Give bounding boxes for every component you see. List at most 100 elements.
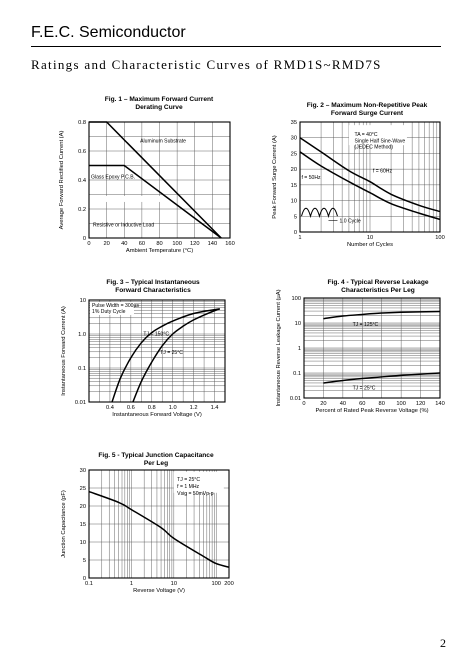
grid-lines bbox=[303, 298, 441, 399]
x-tick-label: 60 bbox=[359, 401, 365, 407]
x-tick-label: 0.6 bbox=[127, 405, 135, 411]
plot-frame bbox=[88, 299, 226, 403]
x-tick-label: 140 bbox=[208, 241, 218, 247]
x-tick-label: 1.0 bbox=[169, 405, 177, 411]
x-tick-label: 0 bbox=[302, 401, 305, 407]
x-tick-label: 10 bbox=[171, 581, 177, 587]
chart-title: Per Leg bbox=[144, 460, 168, 467]
annotation-bg bbox=[90, 302, 134, 315]
chart-title: Fig. 1 – Maximum Forward Current bbox=[105, 96, 214, 103]
y-tick-label: 0 bbox=[83, 576, 86, 582]
x-tick-label: 120 bbox=[190, 241, 200, 247]
annotation: 1.0 Cycle bbox=[339, 218, 360, 224]
y-tick-label: 0.01 bbox=[75, 400, 86, 406]
derating-line bbox=[89, 164, 222, 239]
x-tick-label: 80 bbox=[156, 241, 162, 247]
annotation: Resistive or Inductive Load bbox=[93, 222, 154, 228]
plot-frame bbox=[88, 121, 231, 239]
figure-5-capacitance-chart: Fig. 5 - Typical Junction CapacitancePer… bbox=[61, 452, 234, 594]
y-axis-label: Junction Capacitance (pF) bbox=[61, 490, 67, 558]
x-axis-label: Number of Cycles bbox=[347, 242, 393, 248]
annotation: f = 1 MHz bbox=[177, 484, 199, 490]
y-tick-label: 0.6 bbox=[78, 149, 86, 155]
y-tick-label: 15 bbox=[80, 522, 86, 528]
annotation: (JEDEC Method) bbox=[354, 145, 393, 151]
x-tick-label: 40 bbox=[121, 241, 127, 247]
annotation: Aluminum Substrate bbox=[140, 138, 186, 144]
x-tick-label: 100 bbox=[396, 401, 406, 407]
chart-title: Fig. 2 – Maximum Non-Repetitive Peak bbox=[307, 102, 428, 109]
x-axis-label: Reverse Voltage (V) bbox=[133, 588, 185, 594]
x-tick-label: 1.2 bbox=[190, 405, 198, 411]
annotation: TJ = 25°C bbox=[177, 477, 200, 483]
annotation: TJ = 25°C bbox=[353, 385, 376, 391]
y-tick-label: 10 bbox=[291, 199, 297, 205]
chart-title: Forward Surge Current bbox=[331, 110, 404, 117]
chart-title: Fig. 4 - Typical Reverse Leakage bbox=[327, 279, 428, 286]
y-tick-label: 25 bbox=[291, 151, 297, 157]
forward-curve bbox=[111, 308, 220, 403]
y-axis-label: Peak Forward Surge Current (A) bbox=[272, 135, 278, 219]
y-tick-label: 0.01 bbox=[290, 396, 301, 402]
y-tick-label: 0.8 bbox=[78, 120, 86, 126]
x-tick-label: 140 bbox=[435, 401, 445, 407]
y-tick-label: 1.0 bbox=[78, 332, 86, 338]
y-tick-label: 35 bbox=[291, 120, 297, 126]
y-tick-label: 20 bbox=[291, 167, 297, 173]
company-name: F.E.C. Semiconductor bbox=[31, 24, 186, 41]
header-rule bbox=[31, 46, 441, 47]
chart-title: Fig. 3 – Typical Instantaneous bbox=[106, 279, 200, 286]
annotation-bg bbox=[348, 125, 407, 146]
y-tick-label: 20 bbox=[80, 504, 86, 510]
forward-curve bbox=[132, 308, 221, 403]
y-tick-label: 0.4 bbox=[78, 178, 86, 184]
y-tick-label: 10 bbox=[295, 321, 301, 327]
derating-line bbox=[89, 121, 222, 239]
plot-frame bbox=[88, 469, 230, 579]
y-tick-label: 30 bbox=[80, 468, 86, 474]
annotation: f = 50Hz bbox=[301, 175, 321, 181]
annotation: TJ = 125°C bbox=[353, 322, 379, 328]
y-tick-label: 0 bbox=[294, 230, 297, 236]
plot-frame bbox=[303, 297, 441, 399]
x-tick-label: 1.4 bbox=[211, 405, 219, 411]
surge-curve bbox=[299, 137, 441, 213]
document-subtitle: Ratings and Characteristic Curves of RMD… bbox=[31, 57, 382, 72]
y-axis-label: Instantaneous Forward Current (A) bbox=[61, 306, 67, 396]
figure-1-derating-chart: Fig. 1 – Maximum Forward CurrentDerating… bbox=[59, 96, 235, 254]
x-tick-label: 0 bbox=[87, 241, 90, 247]
x-tick-label: 1 bbox=[130, 581, 133, 587]
annotation: Vsig = 50mVp-p bbox=[177, 491, 214, 497]
x-axis-label: Ambient Temperature (°C) bbox=[126, 248, 193, 254]
x-tick-label: 0.4 bbox=[106, 405, 114, 411]
y-tick-label: 5 bbox=[83, 558, 86, 564]
x-tick-label: 100 bbox=[211, 581, 221, 587]
x-tick-label: 0.8 bbox=[148, 405, 156, 411]
annotation: TJ = 150°C bbox=[143, 332, 169, 338]
y-tick-label: 0.2 bbox=[78, 207, 86, 213]
leakage-curve bbox=[323, 372, 441, 384]
y-tick-label: 10 bbox=[80, 298, 86, 304]
x-tick-label: 20 bbox=[103, 241, 109, 247]
annotation-bg bbox=[173, 471, 224, 493]
plot-frame bbox=[299, 121, 441, 233]
y-tick-label: 15 bbox=[291, 183, 297, 189]
chart-title: Derating Curve bbox=[135, 104, 183, 111]
x-tick-label: 100 bbox=[172, 241, 182, 247]
page-number: 2 bbox=[440, 636, 446, 650]
chart-title: Forward Characteristics bbox=[115, 287, 191, 294]
x-tick-label: 80 bbox=[379, 401, 385, 407]
figure-4-leakage-chart: Fig. 4 - Typical Reverse LeakageCharacte… bbox=[276, 279, 445, 414]
x-tick-label: 200 bbox=[224, 581, 234, 587]
x-axis-label: Instantaneous Forward Voltage (V) bbox=[112, 412, 202, 418]
annotation: TJ = 25°C bbox=[160, 350, 183, 356]
chart-title: Fig. 5 - Typical Junction Capacitance bbox=[98, 452, 214, 459]
leakage-curve bbox=[323, 310, 441, 320]
annotation: Single Half Sine-Wave bbox=[354, 138, 405, 144]
y-tick-label: 25 bbox=[80, 486, 86, 492]
x-tick-label: 1 bbox=[298, 235, 301, 241]
y-tick-label: 5 bbox=[294, 214, 297, 220]
y-tick-label: 0 bbox=[83, 236, 86, 242]
capacitance-curve bbox=[88, 490, 230, 568]
y-tick-label: 0.1 bbox=[78, 366, 86, 372]
